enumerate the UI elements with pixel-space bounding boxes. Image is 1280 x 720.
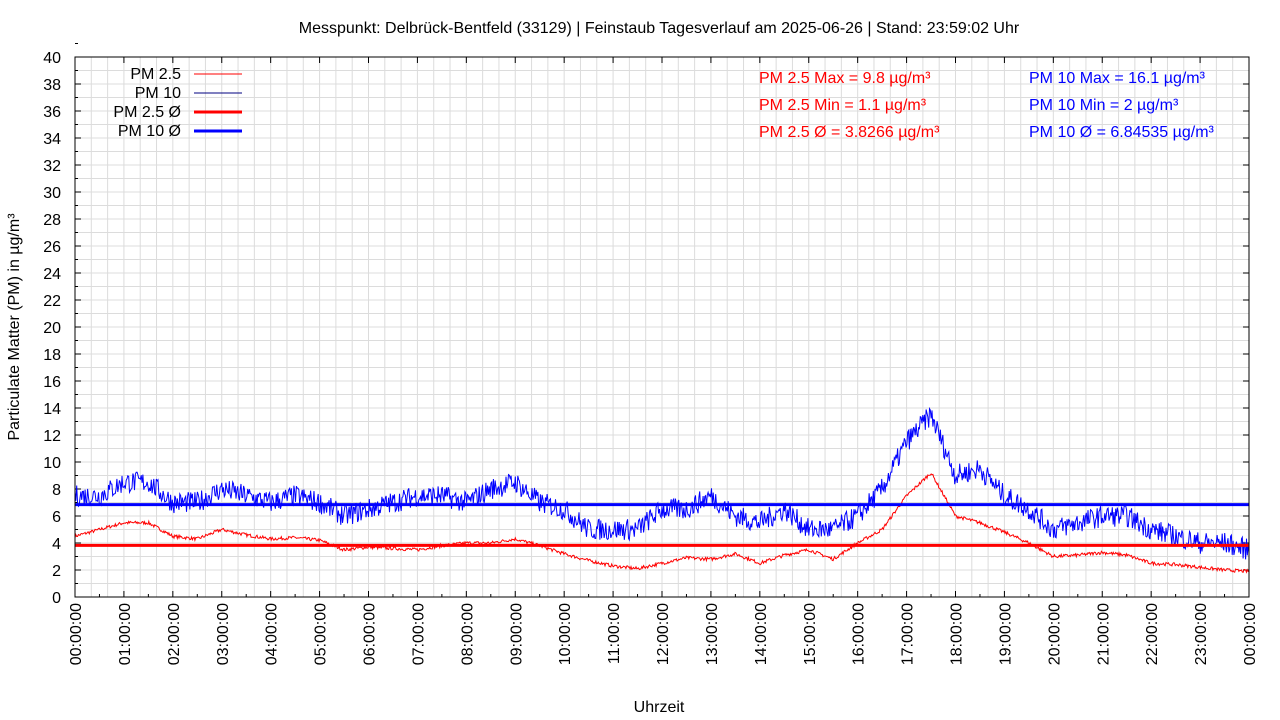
y-tick-label: 18 — [43, 347, 61, 364]
series-line-pm25 — [74, 473, 1250, 574]
x-tick-label: 00:00:00 — [68, 603, 85, 665]
series-lines — [74, 406, 1250, 574]
y-tick-label: 40 — [43, 50, 61, 67]
pm25-stat: PM 2.5 Min = 1.1 µg/m³ — [759, 97, 927, 114]
y-tick-label: 14 — [43, 401, 61, 418]
x-tick-label: 09:00:00 — [508, 603, 525, 665]
legend-label: PM 10 Ø — [118, 123, 181, 140]
y-tick-label: 24 — [43, 266, 61, 283]
x-tick-label: 20:00:00 — [1046, 603, 1063, 665]
x-tick-label: 06:00:00 — [362, 603, 379, 665]
x-tick-label: 18:00:00 — [949, 603, 966, 665]
x-tick-label: 00:00:00 — [1242, 603, 1259, 665]
x-tick-label: 02:00:00 — [166, 603, 183, 665]
y-tick-label: 34 — [43, 131, 61, 148]
y-axis-label: Particulate Matter (PM) in µg/m³ — [6, 213, 23, 441]
x-tick-label: 11:00:00 — [606, 603, 623, 664]
x-axis-label: Uhrzeit — [634, 699, 685, 716]
x-tick-label: 17:00:00 — [900, 603, 917, 665]
y-tick-label: 10 — [43, 455, 61, 472]
y-tick-label: 12 — [43, 428, 61, 445]
x-tick-label: 13:00:00 — [704, 603, 721, 665]
y-tick-label: 0 — [52, 590, 61, 607]
pm10-stat: PM 10 Min = 2 µg/m³ — [1029, 97, 1179, 114]
y-tick-label: 20 — [43, 320, 61, 337]
y-tick-label: 22 — [43, 293, 61, 310]
pm25-stat: PM 2.5 Ø = 3.8266 µg/m³ — [759, 124, 940, 141]
x-tick-label: 01:00:00 — [117, 603, 134, 665]
grid — [75, 57, 1249, 597]
x-tick-label: 23:00:00 — [1193, 603, 1210, 665]
legend-label: PM 2.5 — [130, 66, 181, 83]
legend: PM 2.5 PM 10 PM 2.5 Ø PM 10 Ø — [113, 66, 242, 140]
y-tick-label: 26 — [43, 239, 61, 256]
y-tick-label: 6 — [52, 509, 61, 526]
x-tick-label: 10:00:00 — [557, 603, 574, 665]
plot-border — [74, 56, 1250, 598]
y-tick-label: 2 — [52, 563, 61, 580]
x-tick-label: 04:00:00 — [264, 603, 281, 665]
legend-label: PM 2.5 Ø — [113, 104, 181, 121]
x-tick-label: 07:00:00 — [410, 603, 427, 665]
x-tick-label: 14:00:00 — [753, 603, 770, 665]
y-tick-label: 16 — [43, 374, 61, 391]
x-tick-label: 15:00:00 — [802, 603, 819, 665]
y-tick-label: 36 — [43, 104, 61, 121]
pm10-stat: PM 10 Max = 16.1 µg/m³ — [1029, 70, 1206, 87]
x-tick-label: 03:00:00 — [215, 603, 232, 665]
axis-ticks: 024681012141618202224262830323436384000:… — [43, 43, 1259, 665]
chart-title: Messpunkt: Delbrück-Bentfeld (33129) | F… — [299, 20, 1020, 37]
pm10-stat: PM 10 Ø = 6.84535 µg/m³ — [1029, 124, 1215, 141]
stats-annotations: PM 2.5 Max = 9.8 µg/m³ PM 2.5 Min = 1.1 µ… — [759, 70, 1215, 141]
x-tick-label: 22:00:00 — [1144, 603, 1161, 665]
pm25-stat: PM 2.5 Max = 9.8 µg/m³ — [759, 70, 931, 87]
y-tick-label: 30 — [43, 185, 61, 202]
x-tick-label: 05:00:00 — [313, 603, 330, 665]
x-tick-label: 12:00:00 — [655, 603, 672, 665]
legend-label: PM 10 — [135, 85, 181, 102]
y-tick-label: 28 — [43, 212, 61, 229]
x-tick-label: 19:00:00 — [997, 603, 1014, 665]
series-line-pm10 — [74, 406, 1250, 560]
y-tick-label: 8 — [52, 482, 61, 499]
y-tick-label: 4 — [52, 536, 61, 553]
x-tick-label: 21:00:00 — [1095, 603, 1112, 665]
x-tick-label: 08:00:00 — [459, 603, 476, 665]
x-tick-label: 16:00:00 — [851, 603, 868, 665]
y-tick-label: 38 — [43, 77, 61, 94]
y-tick-label: 32 — [43, 158, 61, 175]
